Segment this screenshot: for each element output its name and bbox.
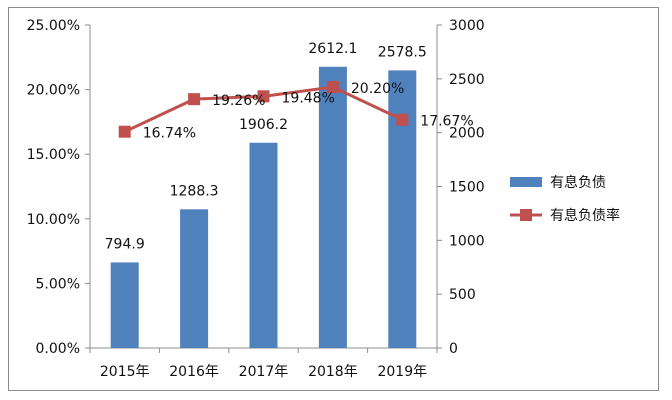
line-data-label: 19.48% — [282, 90, 335, 106]
y-right-tick-label: 1000 — [449, 233, 485, 249]
line-data-label: 17.67% — [420, 114, 473, 130]
bar-2017年 — [249, 142, 278, 348]
bar-data-label: 1906.2 — [239, 117, 288, 133]
legend-bar-label: 有息负债 — [550, 174, 606, 191]
y-right-tick-label: 3000 — [449, 18, 485, 34]
x-tick-label: 2017年 — [239, 364, 289, 380]
y-left-tick-label: 0.00% — [36, 341, 80, 357]
line-data-label: 20.20% — [351, 81, 404, 97]
y-left-tick-label: 5.00% — [36, 276, 80, 292]
line-point-2019年 — [396, 113, 409, 126]
line-data-label: 19.26% — [212, 93, 265, 109]
y-right-tick-label: 2500 — [449, 72, 485, 88]
legend-bar-swatch — [510, 177, 542, 187]
legend-line-label: 有息负债率 — [550, 207, 620, 224]
bar-2015年 — [110, 262, 139, 348]
line-point-2016年 — [188, 93, 201, 106]
line-layer — [118, 81, 409, 138]
line-data-label: 16.74% — [143, 126, 196, 142]
y-right-tick-label: 1500 — [449, 180, 485, 196]
line-point-2018年 — [326, 81, 339, 94]
bar-2019年 — [388, 70, 417, 348]
y-right-tick-label: 500 — [449, 287, 476, 303]
y-left-tick-label: 10.00% — [27, 212, 80, 228]
x-tick-label: 2019年 — [377, 364, 427, 380]
y-left-tick-label: 20.00% — [27, 83, 80, 99]
axes-layer: 0.00% 5.00% 10.00% 15.00% 20.00% 25.00% 0 500 10… — [27, 18, 485, 380]
line-point-2015年 — [118, 125, 131, 138]
x-tick-label: 2015年 — [100, 364, 150, 380]
line-point-2017年 — [257, 90, 270, 103]
bar-2018年 — [318, 66, 347, 348]
bar-data-label: 2578.5 — [378, 44, 427, 60]
bar-data-label: 2612.1 — [308, 41, 357, 57]
legend-line-marker — [520, 209, 532, 221]
y-left-tick-label: 15.00% — [27, 147, 80, 163]
bar-data-label: 1288.3 — [170, 183, 219, 199]
bar-2016年 — [180, 209, 209, 348]
x-tick-label: 2016年 — [169, 364, 219, 380]
y-right-tick-label: 2000 — [449, 126, 485, 142]
y-right-tick-label: 0 — [449, 341, 458, 357]
y-left-tick-label: 25.00% — [27, 18, 80, 34]
labels-layer: 794.9 1288.3 1906.2 2612.1 2578.5 16.74% 19.26… — [105, 41, 474, 253]
x-tick-label: 2018年 — [308, 364, 358, 380]
bar-data-label: 794.9 — [105, 236, 145, 252]
